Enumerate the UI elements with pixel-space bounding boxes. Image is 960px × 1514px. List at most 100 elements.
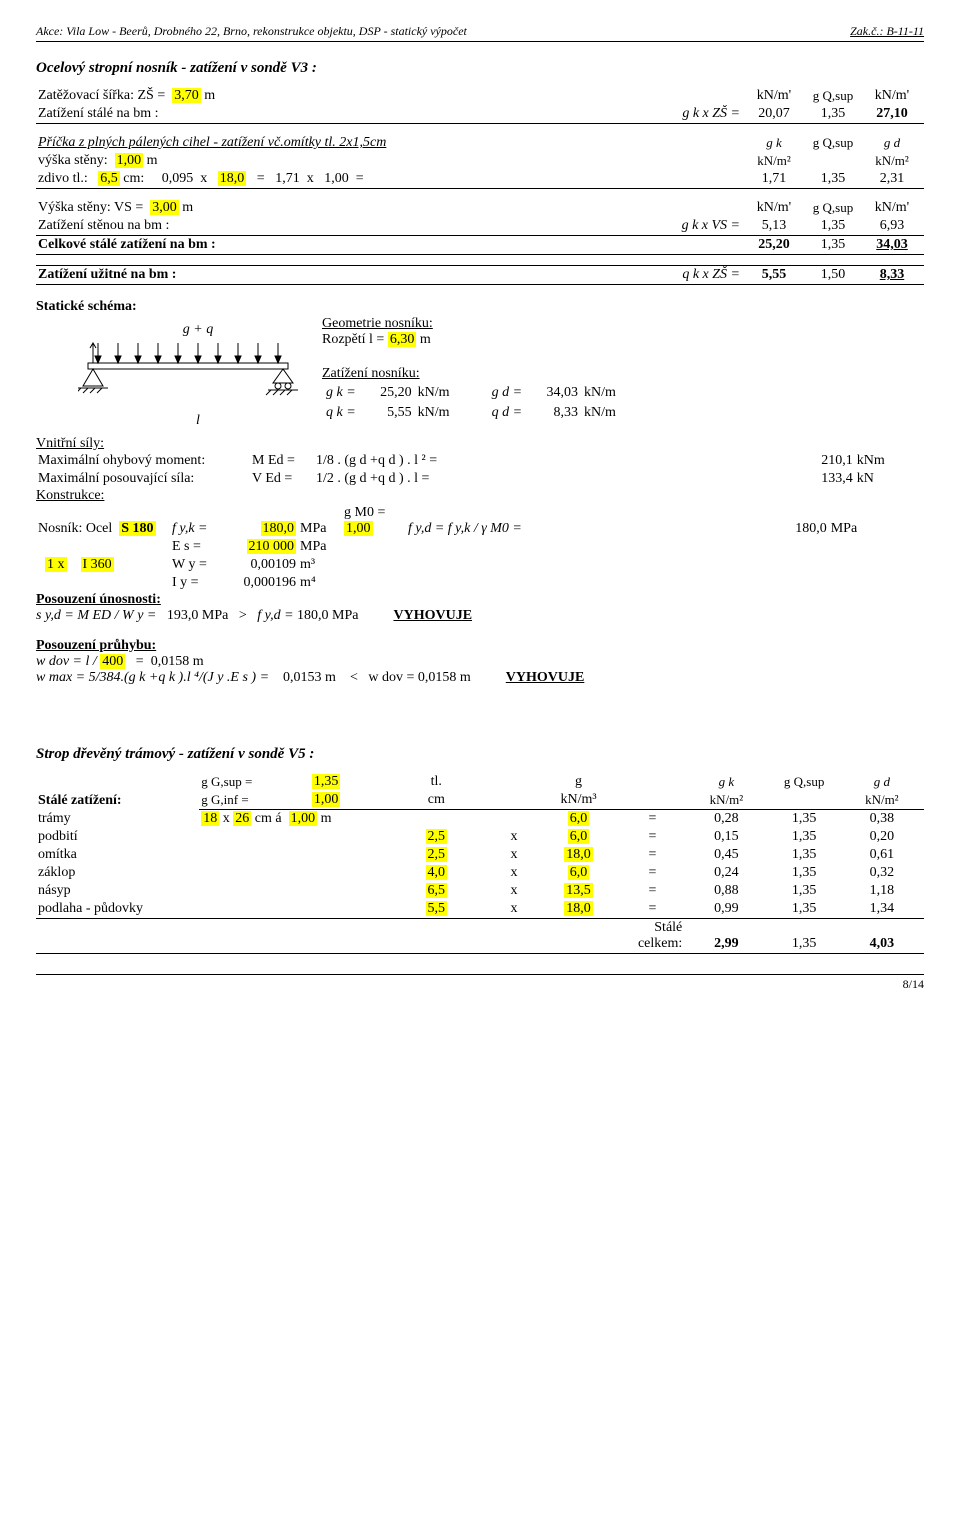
s2-row-4: násyp 6,5 x 13,5 = 0,88 1,35 1,18 <box>36 882 924 900</box>
fyk-v: 180,0 <box>261 521 297 536</box>
knm2-1: kN/m² <box>684 791 768 810</box>
sigma-row: s y,d = M ED / W y = 193,0 MPa > f y,d =… <box>36 608 924 624</box>
s2-r4-tl: 6,5 <box>426 883 448 898</box>
s2-r0-c: 1,00 <box>289 811 318 826</box>
fyd-v: 180,0 <box>775 504 829 538</box>
fyd2-v: 180,0 <box>297 608 329 623</box>
qk-u: kN/m <box>416 404 452 422</box>
es-u: MPa <box>298 538 342 556</box>
s2-r0-b: 26 <box>233 811 251 826</box>
celkove-v2: 1,35 <box>806 236 860 255</box>
s2-r4-v1: 0,88 <box>684 882 768 900</box>
gm0-v: 1,00 <box>344 521 373 536</box>
s2-sum-v2: 1,35 <box>769 919 840 954</box>
s2-r1-tl: 2,5 <box>426 829 448 844</box>
zs-val: 3,70 <box>172 88 201 103</box>
row-pricka: Příčka z plných pálených cihel - zatížen… <box>36 134 924 152</box>
s2-r3-v1: 0,24 <box>684 864 768 882</box>
s2-r2-eq: = <box>621 846 685 864</box>
stale-bm-v2: 1,35 <box>806 105 860 124</box>
s2-r3-x: x <box>492 864 537 882</box>
s2-row-2: omítka 2,5 x 18,0 = 0,45 1,35 0,61 <box>36 846 924 864</box>
sigma-v: 193,0 <box>167 608 199 623</box>
wdov-d: 400 <box>100 654 125 669</box>
wy-l: W y = <box>170 556 234 574</box>
s2-r2-v2: 1,35 <box>769 846 840 864</box>
qd-v: 8,33 <box>526 404 580 422</box>
celkove-label: Celkové stálé zatížení na bm : <box>36 236 400 255</box>
iy-l: I y = <box>170 574 234 592</box>
zs-label: Zatěžovací šířka: ZŠ = <box>38 88 165 103</box>
v-unit: kN <box>855 470 909 488</box>
s2-r2-name: omítka <box>36 846 381 864</box>
vyska-val: 1,00 <box>115 153 144 168</box>
gt: > <box>239 608 247 623</box>
s2-r1-eq: = <box>621 828 685 846</box>
vs-unit: m <box>182 200 193 215</box>
zdivo-d: 1,71 <box>275 171 300 186</box>
es-l: E s = <box>170 538 234 556</box>
gd-l: g d = <box>490 384 524 402</box>
qd-u: kN/m <box>582 404 618 422</box>
es-v: 210 000 <box>247 539 297 554</box>
section2-title: Strop dřevěný trámový - zatížení v sondě… <box>36 746 924 763</box>
geom-title: Geometrie nosníku: <box>322 316 922 332</box>
uzitne-label: Zatížení užitné na bm : <box>36 266 400 285</box>
qk-v: 5,55 <box>360 404 414 422</box>
s2-r0-x: x <box>223 811 230 826</box>
header-right: Zak.č.: B-11-11 <box>850 24 924 39</box>
celkove-v3: 34,03 <box>860 236 924 255</box>
stenou-expr: g k x VS = <box>400 217 742 236</box>
pricka-h3: g d <box>860 134 924 152</box>
v-sym: V Ed = <box>250 470 314 488</box>
stale-label: Stálé zatížení: <box>36 773 199 810</box>
wdov-v: 0,0158 <box>151 654 190 669</box>
s2-gk: g k <box>684 773 768 791</box>
s2-head1: Stálé zatížení: g G,sup = 1,35 tl. g g k… <box>36 773 924 791</box>
s2-r5-name: podlaha - půdovky <box>36 900 381 919</box>
fyd-u: MPa <box>829 504 924 538</box>
s2-sum-v1: 2,99 <box>684 919 768 954</box>
s2-r1-g: 6,0 <box>568 829 590 844</box>
row-wy: 1 x I 360 W y = 0,00109 m³ <box>36 556 924 574</box>
konstrukce-title: Konstrukce: <box>36 488 924 504</box>
s2-r3-v2: 1,35 <box>769 864 840 882</box>
s2-r5-tl: 5,5 <box>426 901 448 916</box>
row-iy: I y = 0,000196 m⁴ <box>36 574 924 592</box>
s2-r0-v2: 1,35 <box>769 810 840 829</box>
rozpeti-unit: m <box>420 332 431 347</box>
s2-r1-v2: 1,35 <box>769 828 840 846</box>
zdivo-r3: 2,31 <box>860 170 924 189</box>
uzitne-v2: 1,50 <box>806 266 860 285</box>
s2-r0-v1: 0,28 <box>684 810 768 829</box>
wdov-u: m <box>193 654 204 669</box>
page-header: Akce: Vila Low - Beerů, Drobného 22, Brn… <box>36 24 924 39</box>
s2-r1-name: podbití <box>36 828 381 846</box>
s2-r4-eq: = <box>621 882 685 900</box>
row-vyska: výška stěny: 1,00 m kN/m² kN/m² <box>36 152 924 170</box>
zdivo-c: 18,0 <box>218 171 247 186</box>
s2-r3-eq: = <box>621 864 685 882</box>
schema-title: Statické schéma: <box>36 299 924 315</box>
count: 1 x <box>45 557 67 572</box>
knm3-head: kN/m³ <box>536 791 620 810</box>
s2-sum: Stálé celkem: 2,99 1,35 4,03 <box>36 919 924 954</box>
stenou-v2: 1,35 <box>806 217 860 236</box>
celkove-v1: 25,20 <box>742 236 806 255</box>
wy-u: m³ <box>298 556 342 574</box>
row-ved: Maximální posouvající síla: V Ed = 1/2 .… <box>36 470 924 488</box>
sigma-l: s y,d = M ED / W y = <box>36 608 156 623</box>
lt: < <box>350 670 358 685</box>
m-label: Maximální ohybový moment: <box>36 452 250 470</box>
fyd-expr: f y,d = f y,k / γ M0 = <box>406 504 775 538</box>
uzitne-v3: 8,33 <box>860 266 924 285</box>
s2-r2-v1: 0,45 <box>684 846 768 864</box>
vs-val: 3,00 <box>150 200 179 215</box>
s2-r2-g: 18,0 <box>564 847 593 862</box>
col-d: kN/m' <box>860 87 924 105</box>
wdov2-u: m <box>460 670 471 685</box>
s2-r1-x: x <box>492 828 537 846</box>
stale-bm-v1: 20,07 <box>742 105 806 124</box>
s2-r4-g: 13,5 <box>564 883 593 898</box>
iprof: I 360 <box>81 557 114 572</box>
